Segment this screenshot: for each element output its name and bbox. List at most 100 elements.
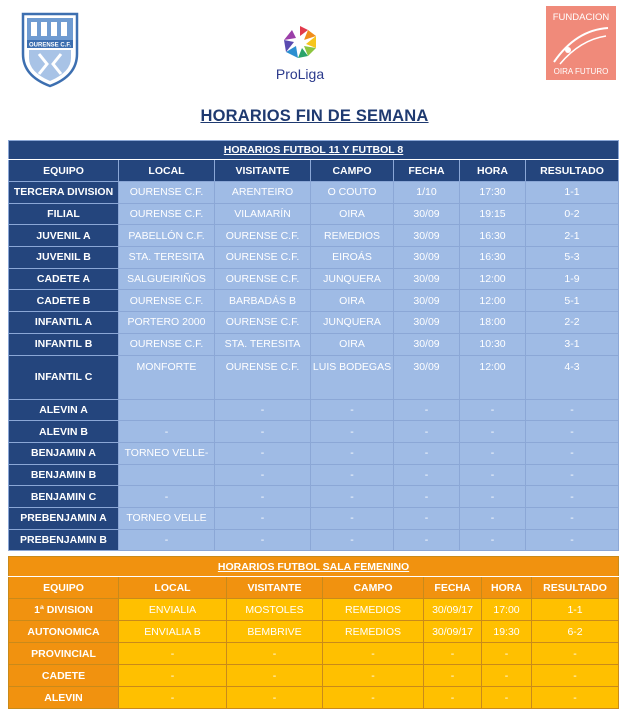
table-cell: -	[530, 686, 620, 709]
table-cell: JUNQUERA	[310, 311, 394, 334]
table-cell: -	[524, 398, 620, 422]
table-cell: 4-3	[524, 354, 620, 400]
table-cell: -	[322, 642, 424, 665]
table-cell: REMEDIOS	[310, 224, 394, 248]
table-cell: OIRA	[310, 289, 394, 313]
table-header-row: EQUIPO LOCAL VISITANTE CAMPO FECHA HORA RESULT…	[8, 159, 620, 182]
table-row: ALEVIN - - - - - -	[8, 686, 620, 709]
table-cell: -	[524, 463, 620, 487]
table-cell: 30/09	[393, 267, 460, 291]
table-row: PREBENJAMIN B------	[8, 528, 620, 552]
table-cell: EIROÁS	[310, 246, 394, 269]
table-row: BENJAMIN C------	[8, 485, 620, 508]
table-cell: 17:00	[481, 598, 532, 621]
table-row: PREBENJAMIN A TORNEO VELLE - - - - -	[8, 506, 620, 530]
column-header: EQUIPO	[8, 576, 119, 599]
proliga-logo: ProLiga	[268, 22, 332, 86]
table-cell: OURENSE C.F.	[214, 267, 311, 291]
table-cell: PABELLÓN C.F.	[118, 224, 215, 248]
table-cell: -	[226, 664, 323, 687]
column-header: LOCAL	[118, 159, 215, 182]
table-cell: MONFORTE	[118, 354, 215, 400]
table-cell: -	[118, 485, 215, 508]
table-cell: OURENSE C.F.	[118, 202, 215, 226]
column-header: RESULTADO	[524, 159, 620, 182]
table-cell: 30/09/17	[423, 620, 482, 643]
page-title: HORARIOS FIN DE SEMANA	[200, 107, 429, 125]
table-cell: BARBADÁS B	[214, 289, 311, 313]
table-cell: -	[524, 420, 620, 443]
table-cell: -	[310, 506, 394, 530]
table-row: CADETE B OURENSE C.F. BARBADÁS B OIRA 30/09 1…	[8, 289, 620, 313]
team-cell: PROVINCIAL	[8, 642, 119, 665]
team-cell: PREBENJAMIN B	[8, 528, 119, 552]
table-cell: -	[310, 528, 394, 552]
table-cell: PORTERO 2000	[118, 311, 215, 334]
proliga-hexagon-icon	[284, 26, 316, 58]
table-cell: 1-1	[524, 181, 620, 204]
table-cell: LUIS BODEGAS	[310, 354, 394, 400]
table-cell: -	[118, 642, 227, 665]
team-cell: AUTONOMICA	[8, 620, 119, 643]
table-cell: 5-1	[524, 289, 620, 313]
table-cell: 17:30	[459, 181, 526, 204]
team-cell: CADETE B	[8, 289, 119, 313]
table-row: 1ª DIVISION ENVIALIA MOSTOLES REMEDIOS 30/09…	[8, 598, 620, 621]
team-cell: TERCERA DIVISION	[8, 181, 119, 204]
table-row: BENJAMIN B-----	[8, 463, 620, 487]
team-cell: CADETE A	[8, 267, 119, 291]
table-cell: OURENSE C.F.	[118, 289, 215, 313]
table-cell: -	[481, 686, 532, 709]
table-cell: 30/09	[393, 311, 460, 334]
table-cell: VILAMARÍN	[214, 202, 311, 226]
table-cell: OURENSE C.F.	[118, 181, 215, 204]
table-row: INFANTIL C MONFORTE OURENSE C.F. LUIS BODEG…	[8, 354, 620, 400]
table-cell: ENVIALIA B	[118, 620, 227, 643]
team-cell: INFANTIL C	[8, 354, 119, 400]
table-cell: -	[393, 506, 460, 530]
table-cell	[118, 463, 215, 487]
table-cell: -	[459, 485, 526, 508]
table-cell: -	[481, 642, 532, 665]
table-cell: TORNEO VELLE-	[118, 441, 215, 465]
table-row: ALEVIN A-----	[8, 398, 620, 422]
table-cell: -	[393, 463, 460, 487]
table-cell: 18:00	[459, 311, 526, 334]
team-cell: CADETE	[8, 664, 119, 687]
table-cell: -	[310, 398, 394, 422]
table-cell: OIRA	[310, 202, 394, 226]
table-cell: -	[118, 664, 227, 687]
table-row: ALEVIN B------	[8, 420, 620, 443]
table-row: FILIAL OURENSE C.F. VILAMARÍN OIRA 30/09 19:1…	[8, 202, 620, 226]
team-cell: PREBENJAMIN A	[8, 506, 119, 530]
team-cell: INFANTIL A	[8, 311, 119, 334]
table-row: CADETE A SALGUEIRIÑOS OURENSE C.F. JUNQUERA…	[8, 267, 620, 291]
table-cell: 2-2	[524, 311, 620, 334]
table-row: INFANTIL B OURENSE C.F. STA. TERESITA OIRA 3…	[8, 332, 620, 356]
table-cell: -	[524, 506, 620, 530]
table-cell: 30/09/17	[423, 598, 482, 621]
table-cell: 6-2	[530, 620, 620, 643]
table-cell: JUNQUERA	[310, 267, 394, 291]
table-cell: -	[524, 485, 620, 508]
futbol-11-8-schedule-table: HORARIOS FUTBOL 11 Y FUTBOL 8 EQUIPO LOCAL…	[7, 140, 620, 552]
table-cell: 16:30	[459, 246, 526, 269]
table-cell: 30/09	[393, 202, 460, 226]
team-cell: BENJAMIN C	[8, 485, 119, 508]
table-cell: 16:30	[459, 224, 526, 248]
column-header: VISITANTE	[214, 159, 311, 182]
column-header: FECHA	[393, 159, 460, 182]
team-cell: JUVENIL A	[8, 224, 119, 248]
table-cell: 30/09	[393, 224, 460, 248]
table-cell: -	[214, 441, 311, 465]
team-cell: FILIAL	[8, 202, 119, 226]
table-cell: ENVIALIA	[118, 598, 227, 621]
column-header: RESULTADO	[530, 576, 620, 599]
table-row: PROVINCIAL - - - - - -	[8, 642, 620, 665]
table-caption-row: HORARIOS FUTBOL 11 Y FUTBOL 8	[7, 140, 620, 160]
table-cell: -	[310, 485, 394, 508]
table-cell: 19:30	[481, 620, 532, 643]
table-row: TERCERA DIVISION OURENSE C.F. ARENTEIRO O C…	[8, 181, 620, 204]
table-cell: 1-1	[530, 598, 620, 621]
table-caption: HORARIOS FUTBOL 11 Y FUTBOL 8	[7, 140, 620, 160]
